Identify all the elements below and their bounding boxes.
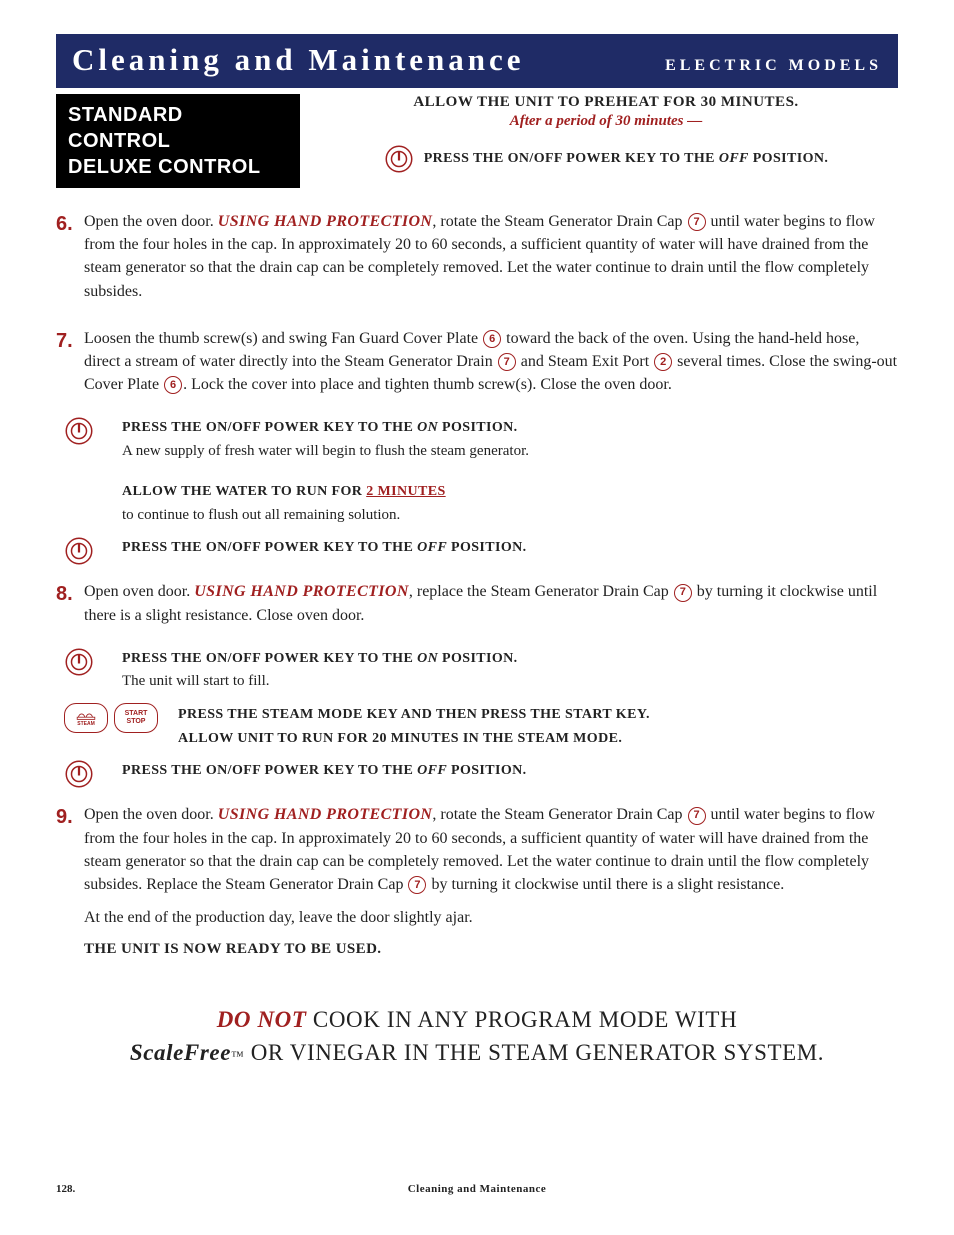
steam-mode-row: STEAM START STOP PRESS THE STEAM MODE KE… — [64, 703, 898, 750]
banner-subtitle: ELECTRIC MODELS — [665, 57, 882, 75]
press-on-2-text: PRESS THE ON/OFF POWER KEY TO THE ON POS… — [122, 649, 898, 669]
press-off-text: PRESS THE ON/OFF POWER KEY TO THE OFF PO… — [424, 151, 829, 167]
press-on-2-sub: The unit will start to fill. — [122, 671, 898, 693]
step-7: 7. Loosen the thumb screw(s) and swing F… — [56, 327, 898, 407]
press-on-row-2: PRESS THE ON/OFF POWER KEY TO THE ON POS… — [64, 647, 898, 693]
step-8: 8. Open oven door. USING HAND PROTECTION… — [56, 580, 898, 636]
control-line-2: DELUXE CONTROL — [68, 154, 288, 180]
callout-7: 7 — [688, 807, 706, 825]
page: Cleaning and Maintenance ELECTRIC MODELS… — [0, 0, 954, 1235]
control-box: STANDARD CONTROL DELUXE CONTROL — [56, 94, 300, 188]
press-on-sub: A new supply of fresh water will begin t… — [122, 441, 898, 463]
page-number: 128. — [56, 1183, 75, 1195]
callout-7: 7 — [688, 213, 706, 231]
header-row: STANDARD CONTROL DELUXE CONTROL ALLOW TH… — [56, 94, 898, 188]
step-7-body: Loosen the thumb screw(s) and swing Fan … — [84, 327, 898, 407]
press-off-text: PRESS THE ON/OFF POWER KEY TO THE OFF PO… — [122, 538, 898, 558]
press-off-row-1: PRESS THE ON/OFF POWER KEY TO THE OFF PO… — [64, 536, 898, 566]
step-6: 6. Open the oven door. USING HAND PROTEC… — [56, 210, 898, 313]
footer-title: Cleaning and Maintenance — [56, 1183, 898, 1195]
header-instructions: ALLOW THE UNIT TO PREHEAT FOR 30 MINUTES… — [314, 94, 898, 174]
page-banner: Cleaning and Maintenance ELECTRIC MODELS — [56, 34, 898, 88]
step-9: 9. Open the oven door. USING HAND PROTEC… — [56, 803, 898, 961]
power-icon — [64, 759, 94, 789]
callout-2: 2 — [654, 353, 672, 371]
steam-line-1: PRESS THE STEAM MODE KEY AND THEN PRESS … — [178, 705, 898, 725]
press-off-row-2: PRESS THE ON/OFF POWER KEY TO THE OFF PO… — [64, 759, 898, 789]
step-7-number: 7. — [56, 327, 84, 407]
scalefree: ScaleFree — [130, 1040, 231, 1065]
allow-2-min-row: ALLOW THE WATER TO RUN FOR 2 MINUTES to … — [64, 480, 898, 526]
steam-mode-icon: STEAM — [64, 703, 108, 733]
callout-6: 6 — [164, 376, 182, 394]
after-line: After a period of 30 minutes — — [314, 113, 898, 130]
allow-2-min-sub: to continue to flush out all remaining s… — [122, 505, 898, 527]
press-off-row: PRESS THE ON/OFF POWER KEY TO THE OFF PO… — [314, 144, 898, 174]
press-on-row-1: PRESS THE ON/OFF POWER KEY TO THE ON POS… — [64, 416, 898, 462]
ready-line: THE UNIT IS NOW READY TO BE USED. — [84, 939, 898, 961]
step-6-number: 6. — [56, 210, 84, 313]
content: 6. Open the oven door. USING HAND PROTEC… — [56, 210, 898, 1070]
donot: DO NOT — [217, 1007, 307, 1032]
callout-6: 6 — [483, 330, 501, 348]
step-6-body: Open the oven door. USING HAND PROTECTIO… — [84, 210, 898, 313]
step-9-p2: At the end of the production day, leave … — [84, 906, 898, 929]
power-icon — [64, 647, 94, 677]
step-9-number: 9. — [56, 803, 84, 961]
callout-7: 7 — [498, 353, 516, 371]
step-9-body: Open the oven door. USING HAND PROTECTIO… — [84, 803, 898, 961]
control-line-1: STANDARD CONTROL — [68, 102, 288, 154]
steam-line-2: ALLOW UNIT TO RUN FOR 20 MINUTES IN THE … — [178, 729, 898, 749]
step-8-body: Open oven door. USING HAND PROTECTION, r… — [84, 580, 898, 636]
power-icon — [64, 416, 94, 446]
warning-block: DO NOT COOK IN ANY PROGRAM MODE WITH Sca… — [56, 1003, 898, 1070]
press-on-text: PRESS THE ON/OFF POWER KEY TO THE ON POS… — [122, 418, 898, 438]
allow-2-min-text: ALLOW THE WATER TO RUN FOR 2 MINUTES — [122, 482, 898, 502]
banner-title: Cleaning and Maintenance — [72, 42, 525, 78]
power-icon — [384, 144, 414, 174]
step-8-number: 8. — [56, 580, 84, 636]
callout-7: 7 — [674, 584, 692, 602]
power-icon — [64, 536, 94, 566]
preheat-line: ALLOW THE UNIT TO PREHEAT FOR 30 MINUTES… — [314, 94, 898, 111]
press-off-2-text: PRESS THE ON/OFF POWER KEY TO THE OFF PO… — [122, 761, 898, 781]
callout-7: 7 — [408, 876, 426, 894]
start-stop-icon: START STOP — [114, 703, 158, 733]
